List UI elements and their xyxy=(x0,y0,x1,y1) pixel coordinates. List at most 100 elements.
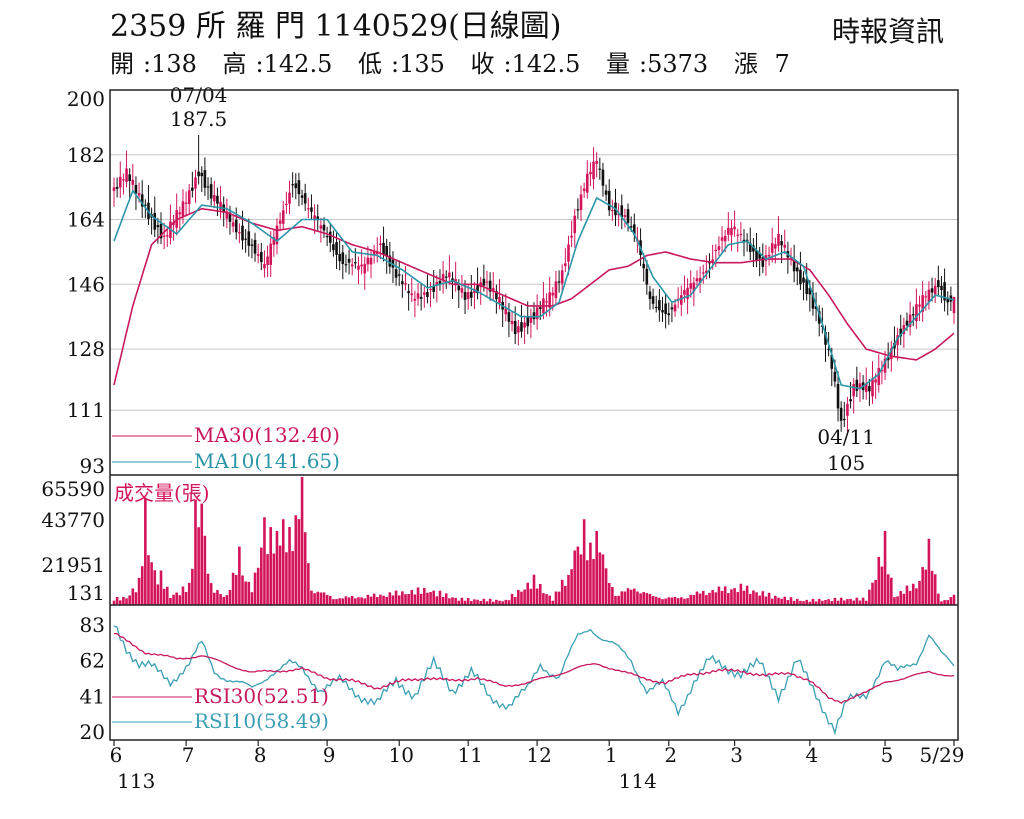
candle-body xyxy=(212,195,216,202)
volume-bar xyxy=(341,598,345,605)
candle-body xyxy=(228,212,232,222)
candle-body xyxy=(256,254,260,256)
volume-bar xyxy=(582,519,586,605)
candle-body xyxy=(890,348,893,360)
x-tick-label: 11 xyxy=(457,743,482,767)
candle-body xyxy=(855,379,859,391)
volume-bar xyxy=(441,597,445,605)
candle-body xyxy=(526,316,530,327)
candle-body xyxy=(363,263,367,274)
candle-body xyxy=(752,245,755,252)
volume-bar xyxy=(708,592,711,605)
volume-bar xyxy=(372,593,376,605)
candle-body xyxy=(937,280,940,288)
candle-body xyxy=(758,252,761,259)
candle-body xyxy=(551,292,555,296)
volume-bar xyxy=(585,560,589,605)
candle-body xyxy=(739,233,743,236)
x-tick-label: 5 xyxy=(881,743,894,767)
volume-bar xyxy=(203,535,207,605)
volume-bar xyxy=(231,572,235,605)
candle-body xyxy=(303,193,307,204)
price-tick-label: 200 xyxy=(67,87,105,111)
volume-bar xyxy=(902,593,906,605)
volume-bar xyxy=(216,590,219,605)
volume-bar xyxy=(551,600,555,605)
candle-body xyxy=(714,249,718,252)
candle-body xyxy=(495,291,498,300)
candle-body xyxy=(871,378,874,397)
volume-bar xyxy=(385,596,388,605)
volume-bar xyxy=(689,594,693,605)
candle-body xyxy=(733,226,736,230)
candle-body xyxy=(573,215,577,234)
volume-bar xyxy=(842,600,846,605)
volume-bar xyxy=(507,600,511,605)
volume-bar xyxy=(307,563,310,605)
volume-bar xyxy=(855,597,859,605)
candle-body xyxy=(435,282,439,285)
volume-bar xyxy=(118,600,122,605)
candle-body xyxy=(397,274,401,276)
volume-bar xyxy=(573,550,577,605)
volume-bar xyxy=(908,590,912,605)
candle-body xyxy=(789,257,793,259)
volume-bar xyxy=(382,595,385,605)
candle-body xyxy=(372,251,376,256)
volume-bar xyxy=(927,538,931,605)
candle-body xyxy=(200,172,204,177)
volume-bar xyxy=(360,597,363,605)
candle-body xyxy=(774,244,777,249)
x-tick-label: 2 xyxy=(664,743,677,767)
volume-bar xyxy=(517,589,520,605)
candle-body xyxy=(755,250,758,261)
candle-body xyxy=(604,190,608,195)
volume-tick-label: 131 xyxy=(67,581,105,605)
candle-body xyxy=(930,288,934,293)
volume-bar xyxy=(291,551,294,605)
volume-tick-label: 65590 xyxy=(41,477,105,501)
volume-bar xyxy=(705,595,708,605)
volume-bar xyxy=(354,598,357,605)
candle-body xyxy=(131,179,135,185)
volume-bar xyxy=(673,596,677,605)
candle-body xyxy=(216,195,219,204)
stat-close: 收:142.5 xyxy=(470,50,581,78)
candle-body xyxy=(288,192,291,204)
volume-bar xyxy=(191,568,194,605)
candle-body xyxy=(335,242,338,255)
candle-body xyxy=(648,291,652,299)
volume-bar xyxy=(491,601,495,605)
volume-bar xyxy=(940,601,943,605)
volume-bar xyxy=(407,594,410,605)
candle-body xyxy=(520,322,523,332)
volume-bar xyxy=(777,597,780,605)
candle-body xyxy=(670,307,674,310)
volume-bar xyxy=(209,583,213,605)
candle-body xyxy=(529,316,533,323)
candle-body xyxy=(667,313,671,316)
volume-bar xyxy=(617,595,620,605)
candle-body xyxy=(905,320,909,326)
candle-body xyxy=(238,232,241,234)
volume-bar xyxy=(570,569,573,605)
volume-bar xyxy=(325,594,329,605)
volume-bar xyxy=(228,589,232,605)
volume-bar xyxy=(338,598,341,605)
volume-bar xyxy=(576,546,580,605)
candle-body xyxy=(488,280,492,292)
candle-body xyxy=(178,212,182,215)
price-tick-label: 111 xyxy=(67,398,105,422)
volume-bar xyxy=(680,597,683,605)
candle-body xyxy=(874,379,877,383)
volume-bar xyxy=(579,554,583,605)
volume-bar xyxy=(864,600,868,605)
volume-bar xyxy=(733,588,736,605)
volume-bar xyxy=(896,596,899,605)
candle-body xyxy=(918,304,921,307)
candle-body xyxy=(422,292,426,295)
volume-bar xyxy=(538,583,542,605)
candle-body xyxy=(849,399,852,402)
candle-body xyxy=(137,193,141,196)
